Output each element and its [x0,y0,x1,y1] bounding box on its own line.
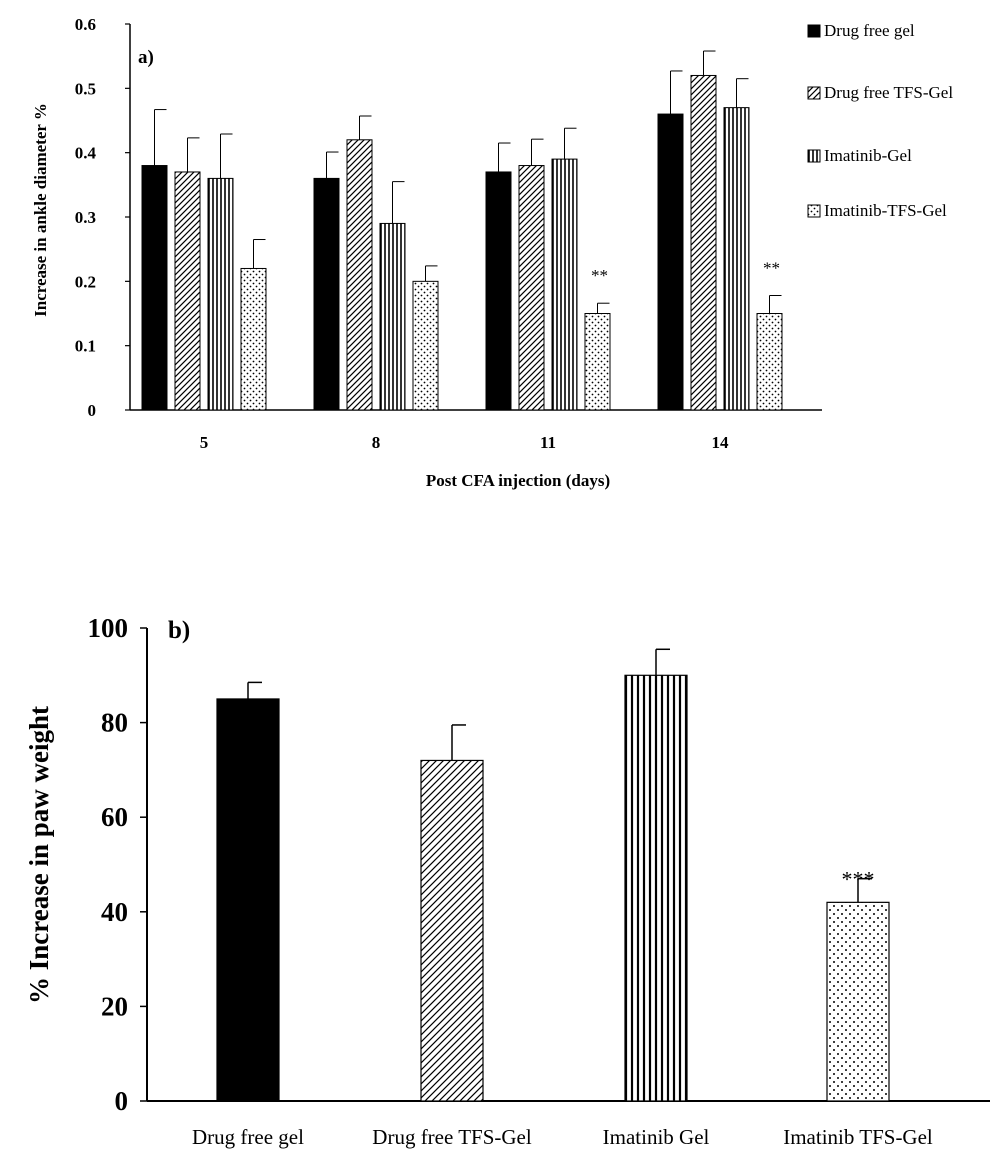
legend-label-imatinib-gel: Imatinib-Gel [824,146,912,165]
panel-a-bar-imatinib-tfs-gel-day-5 [240,267,267,411]
panel-a-bar-drug-free-tfs-gel-day-8 [346,139,373,411]
panel-a-bar-imatinib-tfs-gel-day-14 [756,313,783,411]
panel-b-bars: *** [216,648,890,1102]
panel-a-y-tick-label: 0.5 [75,79,96,98]
panel-b-label: b) [168,617,190,644]
panel-b: b) % Increase in paw weight 0 20 40 60 80 100… [24,613,990,1149]
legend-label-imatinib-tfs-gel: Imatinib-TFS-Gel [824,201,947,220]
panel-b-y-tick-label: 60 [101,802,128,832]
legend-swatch-imatinib-tfs-gel [807,204,821,218]
panel-a: a) Post CFA injection (days) Increase in… [31,15,953,490]
panel-b-y-tick-label: 80 [101,708,128,738]
panel-a-bar-drug-free-tfs-gel-day-5 [174,171,201,411]
panel-a-bar-drug-free-gel-day-11 [485,171,512,411]
panel-a-x-tick-label: 5 [200,433,209,452]
panel-a-y-tick-label: 0.3 [75,208,96,227]
panel-a-bar-drug-free-gel-day-5 [141,165,168,411]
panel-a-significance-marker: ** [763,258,780,277]
panel-b-y-tick-label: 40 [101,897,128,927]
panel-a-bar-imatinib-tfs-gel-day-8 [412,280,439,411]
panel-a-label: a) [138,47,154,68]
panel-a-legend: Drug free gel Drug free TFS-Gel Imatinib-G… [807,21,953,220]
panel-a-bar-imatinib-gel-day-11 [551,158,578,411]
panel-a-x-tick-label: 14 [712,433,730,452]
panel-a-y-tick-label: 0 [88,401,97,420]
legend-swatch-drug-free-gel [807,24,821,38]
legend-label-drug-free-gel: Drug free gel [824,21,915,40]
panel-a-y-tick-label: 0.1 [75,337,96,356]
panel-a-y-tick-label: 0.4 [75,144,97,163]
panel-b-bar-drug-free-tfs-gel [420,759,484,1102]
panel-b-y-axis-title: % Increase in paw weight [24,706,54,1004]
panel-b-y-tick-label: 100 [88,613,129,643]
panel-b-bar-imatinib-gel [624,674,688,1102]
panel-a-bar-imatinib-gel-day-8 [379,222,406,411]
legend-swatch-imatinib-gel [807,149,821,163]
panel-b-x-tick-label: Imatinib TFS-Gel [783,1125,933,1149]
legend-label-drug-free-tfs-gel: Drug free TFS-Gel [824,83,953,102]
panel-b-x-tick-label: Drug free TFS-Gel [372,1125,532,1149]
panel-a-significance-marker: ** [591,266,608,285]
panel-a-bar-drug-free-tfs-gel-day-11 [518,165,545,411]
panel-b-bar-imatinib-tfs-gel [826,901,890,1102]
panel-a-bar-imatinib-gel-day-14 [723,107,750,411]
panel-b-axes: 0 20 40 60 80 100 Drug free gel Drug free TFS-G… [88,613,990,1149]
panel-a-y-tick-label: 0.2 [75,272,96,291]
panel-a-bar-imatinib-gel-day-5 [207,177,234,411]
panel-b-y-tick-label: 20 [101,991,128,1021]
panel-b-y-tick-label: 0 [115,1086,129,1116]
panel-a-x-tick-label: 8 [372,433,381,452]
panel-a-x-axis-title: Post CFA injection (days) [426,471,610,490]
panel-b-x-tick-label: Imatinib Gel [603,1125,710,1149]
panel-a-x-tick-label: 11 [540,433,556,452]
legend-swatch-drug-free-tfs-gel [807,86,821,100]
panel-a-bar-drug-free-gel-day-8 [313,177,340,411]
panel-a-y-axis-title: Increase in ankle diameter % [31,103,50,317]
panel-b-x-tick-label: Drug free gel [192,1125,304,1149]
panel-a-bar-drug-free-gel-day-14 [657,113,684,411]
panel-a-bar-drug-free-tfs-gel-day-14 [690,74,717,411]
panel-a-bar-imatinib-tfs-gel-day-11 [584,313,611,411]
panel-a-bars: ** ** [141,50,783,411]
panel-b-significance-marker: *** [842,867,875,892]
panel-a-y-tick-label: 0.6 [75,15,96,34]
panel-b-bar-drug-free-gel [216,698,280,1102]
